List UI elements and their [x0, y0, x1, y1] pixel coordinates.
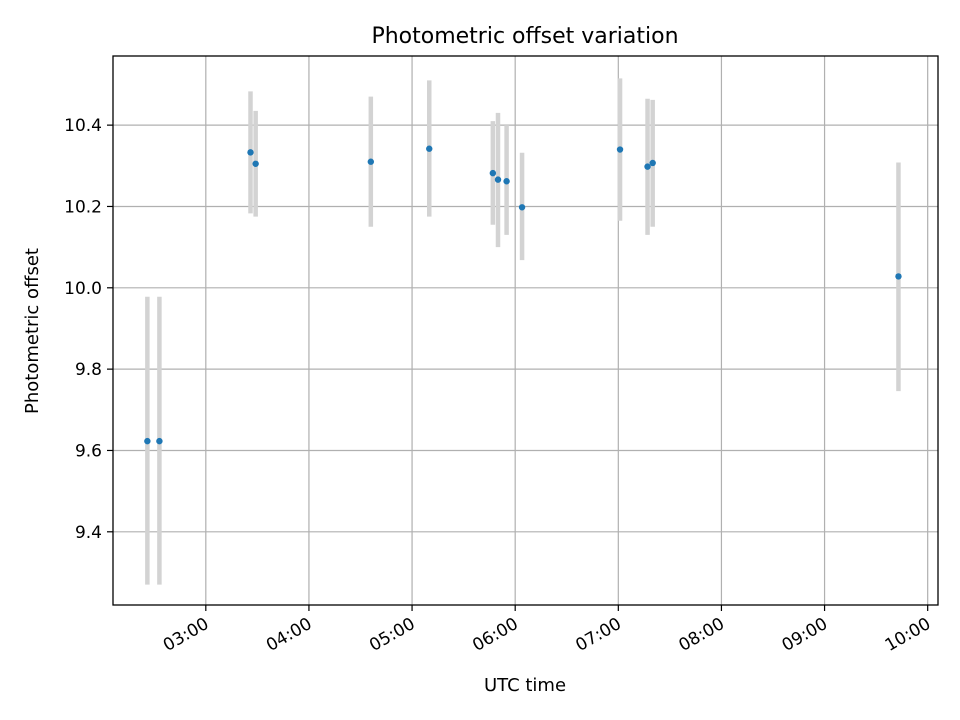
data-point: [426, 145, 433, 152]
data-point: [367, 158, 375, 165]
x-tick-label: 07:00: [572, 614, 624, 656]
data-point: [644, 163, 651, 170]
data-point: [156, 437, 163, 445]
x-axis-label: UTC time: [484, 675, 566, 696]
x-tick-label: 08:00: [676, 614, 728, 656]
chart-title: Photometric offset variation: [371, 24, 678, 49]
x-tick-label: 10:00: [882, 614, 934, 656]
x-tick-label: 09:00: [779, 614, 831, 656]
x-axis-ticks: 03:00 04:00 05:00 06:00 07:00 08:00 09:00 10:00: [160, 605, 934, 656]
data-point: [144, 437, 151, 445]
data-point: [247, 149, 254, 156]
grid-lines: [113, 56, 938, 605]
y-tick-label: 9.6: [75, 441, 102, 461]
y-axis-ticks: 9.4 9.6 9.8 10.0 10.2 10.4: [64, 116, 113, 543]
y-tick-label: 10.2: [64, 197, 102, 217]
y-tick-label: 9.8: [75, 360, 102, 380]
error-bars: [145, 78, 901, 585]
data-point: [895, 273, 902, 280]
data-point: [616, 146, 624, 153]
x-tick-label: 03:00: [160, 614, 212, 656]
x-tick-label: 05:00: [366, 614, 418, 656]
y-tick-label: 10.4: [64, 116, 102, 136]
data-points: [144, 145, 902, 445]
y-axis-label: Photometric offset: [22, 248, 43, 414]
data-point: [489, 169, 497, 177]
data-point: [649, 159, 656, 167]
data-point: [518, 204, 526, 211]
y-tick-label: 10.0: [64, 279, 102, 299]
x-tick-label: 04:00: [263, 614, 315, 656]
plot-frame: [112, 55, 939, 606]
x-tick-label: 06:00: [469, 614, 521, 656]
data-point: [503, 178, 510, 185]
data-point: [252, 160, 259, 167]
y-tick-label: 9.4: [75, 523, 102, 543]
data-point: [494, 176, 502, 183]
